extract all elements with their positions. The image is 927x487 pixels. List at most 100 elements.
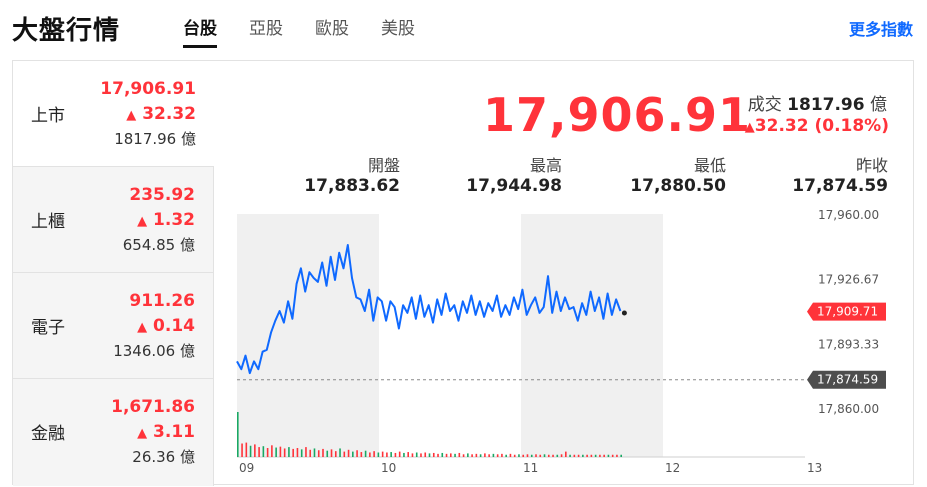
more-indices-link[interactable]: 更多指數 xyxy=(848,20,913,39)
market-item-finance[interactable]: 金融 1,671.86 ▲ 3.11 26.36 億 xyxy=(13,379,214,486)
volume-bar xyxy=(245,442,248,457)
market-item-otc[interactable]: 上櫃 235.92 ▲ 1.32 654.85 億 xyxy=(13,167,214,273)
y-tick-label: 17,860.00 xyxy=(818,402,879,416)
volume-bar xyxy=(620,454,622,457)
tab-taiwan[interactable]: 台股 xyxy=(183,14,217,48)
up-triangle-icon: ▲ xyxy=(137,214,148,229)
volume-bar xyxy=(590,454,593,457)
volume-bar xyxy=(369,452,371,457)
volume-bar xyxy=(420,453,422,457)
volume-bar xyxy=(398,451,401,457)
volume-bar xyxy=(556,454,559,457)
volume-bar xyxy=(594,454,597,457)
market-change: ▲ 3.11 xyxy=(137,422,195,442)
volume-bar xyxy=(313,448,316,457)
tab-europe[interactable]: 歐股 xyxy=(315,19,349,39)
volume-bar xyxy=(394,452,397,457)
volume-bar xyxy=(322,448,324,457)
turnover-unit: 億 xyxy=(870,95,887,115)
market-change-value: 3.11 xyxy=(153,422,195,442)
stat-low-label: 最低 xyxy=(693,156,726,175)
stat-open-value: 17,883.62 xyxy=(304,176,400,196)
volume-bar xyxy=(488,454,490,457)
volume-bar xyxy=(386,452,388,457)
page-title: 大盤行情 xyxy=(12,16,121,46)
volume-bar xyxy=(407,452,409,457)
volume-bar xyxy=(352,451,354,457)
volume-bar xyxy=(381,451,384,457)
volume-bar xyxy=(411,453,414,457)
market-name: 上櫃 xyxy=(31,212,65,232)
volume-bar xyxy=(343,451,346,457)
volume-bar xyxy=(279,446,282,457)
market-change-value: 0.14 xyxy=(153,316,195,336)
volume-bar xyxy=(458,452,461,457)
current-price-label: 17,909.71 xyxy=(817,305,878,319)
volume-bar xyxy=(424,452,427,457)
market-item-listed[interactable]: 上市 17,906.91 ▲ 32.32 1817.96 億 xyxy=(13,61,214,167)
market-volume: 1346.06 億 xyxy=(113,342,195,360)
volume-bar xyxy=(296,448,299,457)
stat-low-value: 17,880.50 xyxy=(630,176,726,196)
volume-bar xyxy=(237,412,239,457)
volume-bar xyxy=(586,454,588,457)
market-change: ▲ 0.14 xyxy=(137,316,195,336)
market-volume: 26.36 億 xyxy=(132,448,195,466)
volume-bar xyxy=(432,452,435,457)
volume-bar xyxy=(467,453,469,457)
volume-bar xyxy=(415,452,418,457)
volume-bar xyxy=(326,450,329,457)
market-name: 金融 xyxy=(31,424,65,444)
volume-bar xyxy=(607,454,610,457)
market-change-value: 32.32 xyxy=(142,104,196,124)
market-panel: 上市 17,906.91 ▲ 32.32 1817.96 億 上櫃 235.92… xyxy=(12,60,914,486)
volume-bar xyxy=(513,454,516,457)
volume-bar xyxy=(565,451,567,457)
turnover: 成交 1817.96 億 xyxy=(748,90,887,115)
volume-bar xyxy=(403,452,405,457)
volume-bar xyxy=(462,454,465,457)
volume-bar xyxy=(611,454,614,457)
volume-bar xyxy=(271,445,273,457)
x-tick-label: 10 xyxy=(381,461,396,475)
volume-bar xyxy=(560,454,563,457)
market-tabs: 台股 亞股 歐股 美股 xyxy=(183,14,447,48)
tab-us[interactable]: 美股 xyxy=(381,19,415,39)
volume-bar xyxy=(471,454,473,457)
x-tick-label: 11 xyxy=(523,461,538,475)
volume-bar xyxy=(539,454,542,457)
volume-bar xyxy=(475,453,478,457)
volume-bar xyxy=(603,454,605,457)
tab-asia[interactable]: 亞股 xyxy=(249,19,283,39)
up-triangle-icon: ▲ xyxy=(744,120,755,135)
volume-bar xyxy=(309,449,312,457)
volume-bar xyxy=(283,448,286,457)
y-tick-label: 17,893.33 xyxy=(818,337,879,351)
last-price-dot xyxy=(621,310,627,316)
volume-bar xyxy=(445,453,448,457)
volume-bar xyxy=(535,454,537,457)
volume-bar xyxy=(450,453,452,457)
volume-bar xyxy=(599,454,601,457)
index-change: ▲32.32 (0.18%) xyxy=(745,116,889,136)
volume-bar xyxy=(484,453,486,457)
turnover-label: 成交 xyxy=(747,95,782,115)
prev-close-label: 17,874.59 xyxy=(817,373,878,387)
market-value: 911.26 xyxy=(129,291,195,311)
volume-bar xyxy=(509,453,512,457)
volume-bar xyxy=(501,453,503,457)
market-value: 1,671.86 xyxy=(111,397,195,417)
index-change-value: 32.32 (0.18%) xyxy=(754,116,889,136)
stat-open-label: 開盤 xyxy=(367,156,400,175)
market-item-electronics[interactable]: 電子 911.26 ▲ 0.14 1346.06 億 xyxy=(13,273,214,379)
volume-bar xyxy=(547,454,550,457)
market-name: 上市 xyxy=(31,106,65,126)
volume-bar xyxy=(373,451,375,457)
market-change-value: 1.32 xyxy=(153,210,195,230)
volume-bar xyxy=(258,447,260,457)
volume-bar xyxy=(356,450,358,457)
market-list: 上市 17,906.91 ▲ 32.32 1817.96 億 上櫃 235.92… xyxy=(13,61,214,486)
volume-bar xyxy=(552,454,554,457)
x-tick-label: 12 xyxy=(665,461,680,475)
volume-bar xyxy=(262,446,265,457)
